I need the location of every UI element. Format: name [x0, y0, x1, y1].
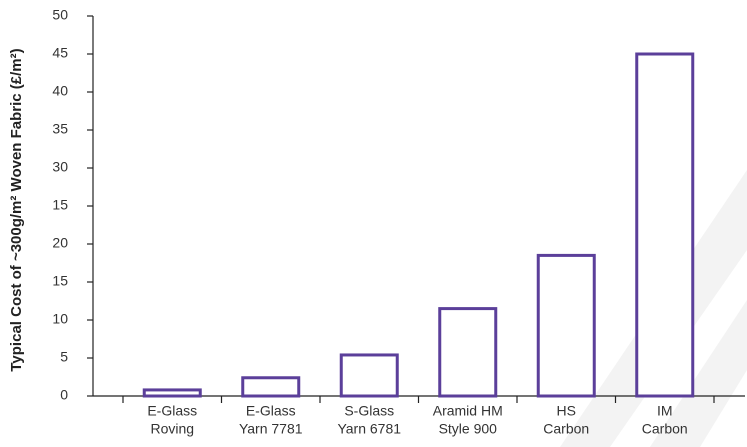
x-tick-label: Aramid HM — [433, 403, 503, 419]
y-tick-label: 40 — [52, 83, 68, 99]
x-tick-label: E-Glass — [246, 403, 296, 419]
bar — [536, 253, 596, 398]
bar — [635, 52, 695, 398]
y-tick-label: 30 — [52, 159, 68, 175]
x-tick-label: Carbon — [642, 421, 688, 437]
bar — [142, 388, 202, 398]
bar — [241, 376, 301, 398]
y-axis-label: Typical Cost of ~300g/m² Woven Fabric (£… — [8, 48, 25, 371]
x-tick-label: Style 900 — [439, 421, 498, 437]
y-tick-label: 50 — [52, 7, 68, 23]
x-tick-label: Yarn 6781 — [337, 421, 401, 437]
y-tick-label: 45 — [52, 45, 68, 61]
y-tick-label: 35 — [52, 121, 68, 137]
x-tick-label: Yarn 7781 — [239, 421, 303, 437]
y-tick-label: 0 — [60, 387, 68, 403]
bar — [339, 353, 399, 398]
x-tick-label: Carbon — [543, 421, 589, 437]
y-tick-label: 10 — [52, 311, 68, 327]
y-tick-label: 15 — [52, 273, 68, 289]
x-tick-label: E-Glass — [147, 403, 197, 419]
x-tick-label: IM — [657, 403, 673, 419]
x-tick-label: HS — [557, 403, 576, 419]
x-tick-label: S-Glass — [344, 403, 394, 419]
y-tick-label: 20 — [52, 235, 68, 251]
bar — [438, 307, 498, 398]
y-tick-label: 5 — [60, 349, 68, 365]
y-tick-label: 15 — [52, 197, 68, 213]
x-tick-label: Roving — [150, 421, 194, 437]
background-stripe — [650, 300, 747, 447]
